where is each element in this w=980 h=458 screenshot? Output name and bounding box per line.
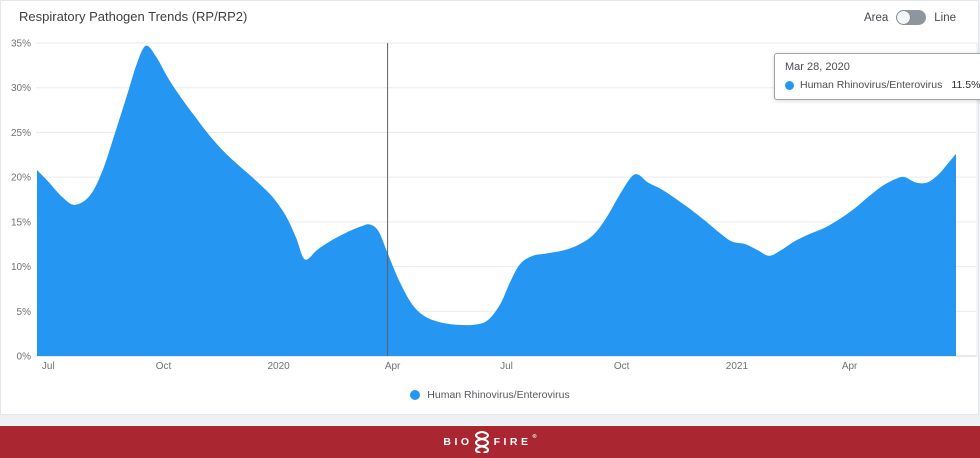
chart-svg: 0% 5% 10% 15% 20% 25% 30% 35% Jul Oct 2020 Apr Jul Oc… (11, 39, 978, 372)
svg-text:2021: 2021 (726, 361, 749, 372)
svg-text:20%: 20% (11, 173, 31, 184)
series-dot-icon (785, 80, 794, 90)
trademark-symbol: ® (532, 434, 537, 441)
svg-text:Apr: Apr (842, 361, 858, 372)
svg-text:Apr: Apr (385, 361, 401, 372)
toggle-label-line: Line (934, 11, 956, 24)
chart-card: 0% 5% 10% 15% 20% 25% 30% 35% Jul Oct 2020 Apr Jul Oc… (0, 0, 980, 415)
x-axis-labels: Jul Oct 2020 Apr Jul Oct 2021 Apr (42, 361, 858, 372)
svg-text:5%: 5% (17, 307, 32, 318)
svg-text:10%: 10% (11, 262, 31, 273)
svg-text:30%: 30% (11, 83, 31, 94)
tooltip-series-name: Human Rhinovirus/Enterovirus (800, 79, 943, 91)
svg-text:35%: 35% (11, 39, 31, 50)
svg-text:Oct: Oct (614, 361, 630, 372)
svg-text:0%: 0% (17, 352, 32, 363)
tooltip-series-value: 11.5% (951, 79, 980, 91)
logo-text-bio: BIO (443, 435, 473, 448)
tooltip: Mar 28, 2020 Human Rhinovirus/Enteroviru… (774, 53, 980, 100)
footer: BIO FIRE ® (0, 425, 980, 458)
logo-text-fire: FIRE (493, 435, 532, 448)
svg-text:Jul: Jul (42, 361, 55, 372)
toggle-knob-icon (897, 11, 911, 24)
area-series[interactable] (37, 45, 956, 357)
area-line-toggle[interactable] (896, 10, 927, 25)
tooltip-date: Mar 28, 2020 (785, 61, 850, 73)
dna-helix-icon (474, 431, 489, 453)
biofire-logo: BIO FIRE ® (443, 431, 537, 453)
legend-label[interactable]: Human Rhinovirus/Enterovirus (427, 389, 570, 401)
tooltip-series-row: Human Rhinovirus/Enterovirus 11.5% (785, 79, 980, 91)
y-axis-labels: 0% 5% 10% 15% 20% 25% 30% 35% (11, 39, 31, 363)
page-title: Respiratory Pathogen Trends (RP/RP2) (19, 9, 248, 24)
chart-type-toggle-group: Area Line (864, 10, 956, 25)
svg-text:15%: 15% (11, 217, 31, 228)
svg-text:25%: 25% (11, 128, 31, 139)
toggle-label-area: Area (863, 11, 889, 24)
legend-dot-icon (410, 390, 421, 400)
svg-text:Oct: Oct (156, 361, 172, 372)
trend-chart[interactable]: 0% 5% 10% 15% 20% 25% 30% 35% Jul Oct 2020 Apr Jul Oc… (1, 1, 979, 414)
svg-text:2020: 2020 (267, 361, 290, 372)
legend: Human Rhinovirus/Enterovirus (1, 389, 979, 401)
svg-text:Jul: Jul (500, 361, 513, 372)
